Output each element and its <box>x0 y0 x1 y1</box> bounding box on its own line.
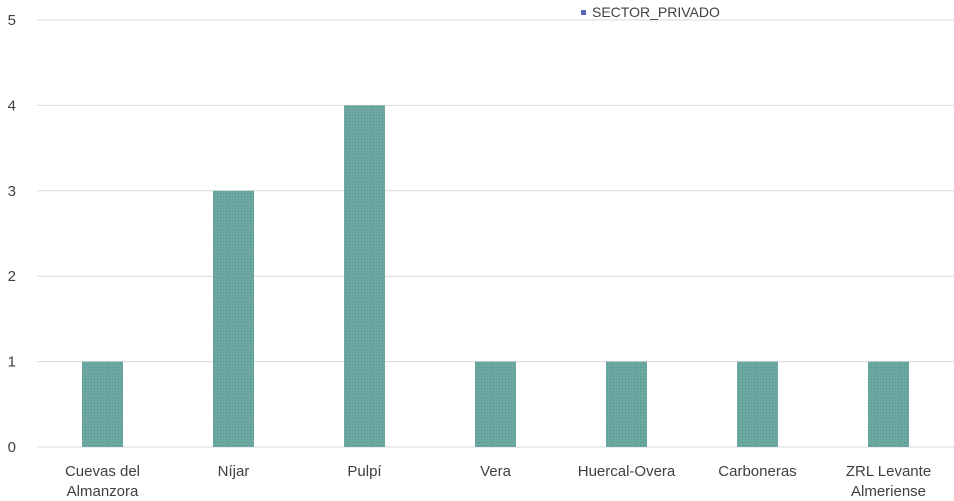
y-tick-label: 4 <box>8 97 16 114</box>
legend: SECTOR_PRIVADO <box>581 4 720 20</box>
x-tick-label: Vera <box>480 463 512 480</box>
legend-swatch <box>581 10 586 15</box>
y-axis-tick-labels: 0 1 2 3 4 5 <box>8 12 16 456</box>
y-tick-label: 5 <box>8 12 16 29</box>
x-tick-label: Pulpí <box>347 463 382 480</box>
y-tick-label: 3 <box>8 183 16 200</box>
legend-label: SECTOR_PRIVADO <box>592 4 720 20</box>
bar <box>606 361 647 447</box>
x-tick-label: Carboneras <box>718 463 796 480</box>
y-tick-label: 1 <box>8 354 16 371</box>
bar <box>344 105 385 448</box>
x-tick-label: Níjar <box>218 463 250 480</box>
gridlines <box>37 19 954 448</box>
bar <box>475 361 516 447</box>
y-tick-label: 0 <box>8 439 16 456</box>
x-tick-label: ZRL Levante Almeriense <box>846 463 931 500</box>
y-tick-label: 2 <box>8 268 16 285</box>
bar <box>213 190 254 448</box>
x-tick-label: Huercal-Overa <box>578 463 676 480</box>
x-tick-label: Cuevas del Almanzora <box>65 463 140 500</box>
bars <box>82 105 909 448</box>
bar <box>82 361 123 447</box>
bar <box>737 361 778 447</box>
x-axis-tick-labels: Cuevas del Almanzora Níjar Pulpí Vera Huercal… <box>65 463 931 500</box>
bar <box>868 361 909 447</box>
